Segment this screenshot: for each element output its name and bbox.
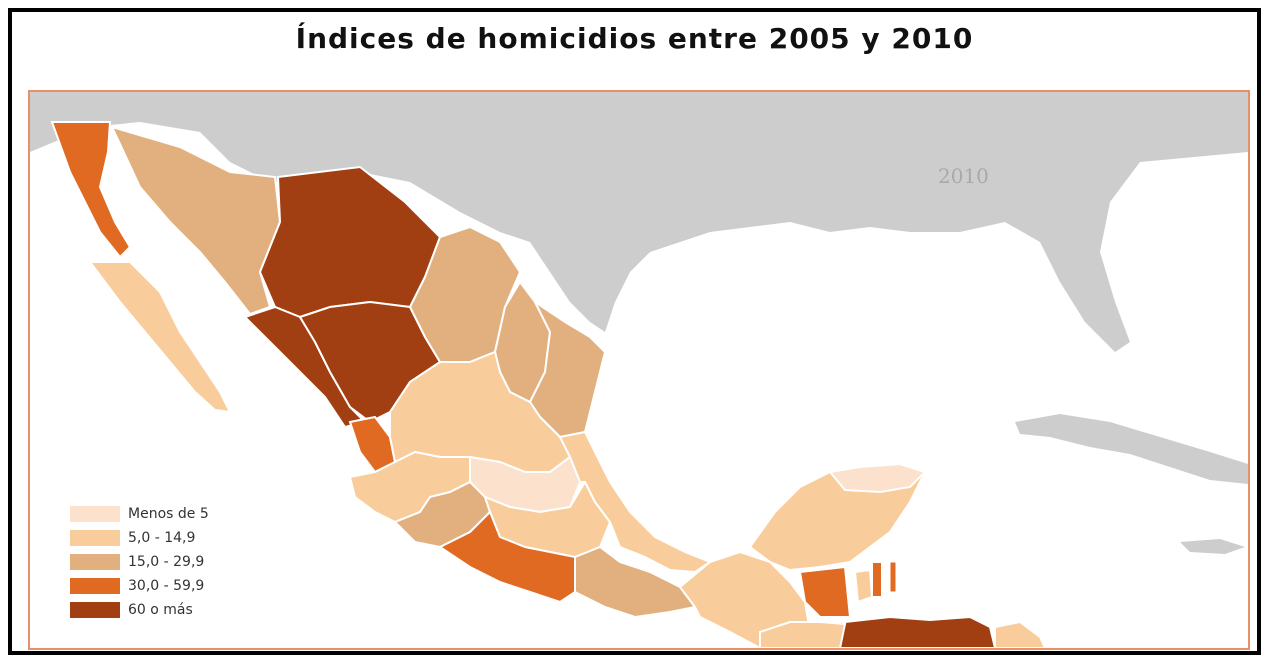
- region-baja-california: [50, 121, 132, 259]
- legend-item: 60 o más: [70, 598, 209, 622]
- region-chihuahua: [258, 165, 442, 319]
- legend-item: Menos de 5: [70, 502, 209, 526]
- legend-swatch: [70, 554, 120, 570]
- legend-label: 30,0 - 59,9: [128, 578, 205, 594]
- island-small: [1180, 539, 1245, 554]
- region-baja-california-sur: [88, 261, 232, 414]
- region-cozumel: [889, 561, 897, 593]
- legend-label: Menos de 5: [128, 506, 209, 522]
- map-legend: Menos de 5 5,0 - 14,9 15,0 - 29,9 30,0 -…: [70, 502, 209, 622]
- legend-label: 15,0 - 29,9: [128, 554, 205, 570]
- legend-swatch: [70, 530, 120, 546]
- region-sonora: [110, 125, 282, 316]
- legend-item: 30,0 - 59,9: [70, 574, 209, 598]
- region-yucatan-north: [828, 462, 927, 494]
- year-label: 2010: [938, 164, 989, 188]
- map-svg: [30, 92, 1248, 648]
- map-title: Índices de homicidios entre 2005 y 2010: [295, 22, 974, 55]
- legend-label: 5,0 - 14,9: [128, 530, 196, 546]
- region-honduras: [838, 615, 997, 648]
- legend-swatch: [70, 578, 120, 594]
- region-sinaloa: [243, 305, 367, 429]
- region-nayarit: [348, 415, 397, 474]
- region-guatemala-north: [798, 565, 852, 618]
- region-belize: [871, 561, 883, 598]
- legend-label: 60 o más: [128, 602, 193, 618]
- cuba: [1015, 414, 1248, 484]
- map-panel: 2010 Menos de 5 5,0 - 14,9 15,0 - 29,9 3…: [28, 90, 1250, 650]
- usa-landmass: [30, 92, 1248, 352]
- legend-swatch: [70, 506, 120, 522]
- legend-item: 5,0 - 14,9: [70, 526, 209, 550]
- figure-frame: Índices de homicidios entre 2005 y 2010: [8, 8, 1261, 655]
- legend-item: 15,0 - 29,9: [70, 550, 209, 574]
- region-nicaragua-edge: [994, 620, 1047, 648]
- region-el-salvador: [759, 621, 847, 648]
- legend-swatch: [70, 602, 120, 618]
- region-belize-south: [853, 568, 874, 604]
